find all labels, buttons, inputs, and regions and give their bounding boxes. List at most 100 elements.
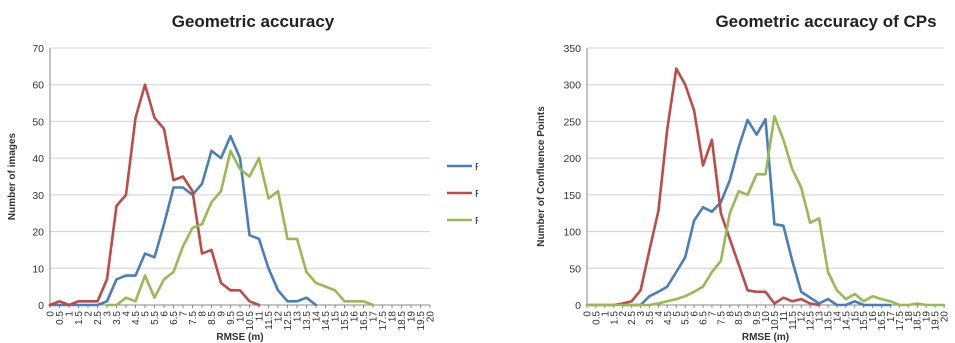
x-tick-label: 10.5 <box>245 311 256 331</box>
y-gridlines <box>50 47 430 306</box>
x-tick-label: 19.5 <box>931 311 942 331</box>
x-tick-label: 6.5 <box>169 311 180 325</box>
y-tick-label: 350 <box>563 43 581 55</box>
y-tick-label: 10 <box>32 263 44 275</box>
x-tick-label: 6 <box>160 311 171 317</box>
y-tick-label: 200 <box>563 153 581 165</box>
x-tick-label: 20 <box>940 311 951 323</box>
y-tick-label: 40 <box>32 153 44 165</box>
x-tick-label: 9 <box>217 311 228 317</box>
x-tick-label: 13 <box>815 311 826 323</box>
x-axis-title: RMSE (m) <box>216 332 263 343</box>
x-tick-label: 3.5 <box>112 311 123 325</box>
x-tick-label: 5.5 <box>681 311 692 325</box>
x-tick-label: 1 <box>600 311 611 317</box>
x-tick-label: 11.5 <box>264 311 275 330</box>
legend-label: RMSEy <box>475 188 478 200</box>
x-tick-label: 3.5 <box>645 311 656 325</box>
x-tick-label: 16.5 <box>359 311 370 331</box>
y-axis-title: Number of images <box>7 132 18 220</box>
y-tick-label: 300 <box>563 80 581 92</box>
x-tick-label: 6.5 <box>699 311 710 325</box>
x-tick-label: 14 <box>312 311 323 323</box>
x-axis-title: RMSE (m) <box>742 332 789 343</box>
x-tick-label: 0.5 <box>591 311 602 325</box>
y-tick-label: 250 <box>563 116 581 128</box>
y-tick-label: 100 <box>563 227 581 239</box>
x-tick-label: 10.5 <box>770 311 781 331</box>
y-tick-label: 60 <box>32 80 44 92</box>
x-tick-label: 8.5 <box>734 311 745 325</box>
y-tick-label: 0 <box>38 300 44 312</box>
x-tick-label: 1.5 <box>74 311 85 325</box>
x-tick-label: 11 <box>255 311 266 322</box>
x-tick-label: 19 <box>407 311 418 323</box>
x-tick-label: 15.5 <box>859 311 870 331</box>
x-tick-label: 11.5 <box>788 311 799 330</box>
x-tick-label: 16 <box>868 311 879 323</box>
x-tick-label: 2 <box>84 311 95 317</box>
x-tick-label: 7 <box>707 311 718 317</box>
y-tick-label: 20 <box>32 227 44 239</box>
x-tick-label: 20 <box>426 311 437 323</box>
chart-title: Geometric accuracy <box>172 12 335 31</box>
y-tick-label: 50 <box>32 116 44 128</box>
x-tick-label: 18 <box>388 311 399 323</box>
x-tick-label: 13.5 <box>823 311 834 331</box>
x-tick-label: 14.5 <box>321 311 332 331</box>
x-tick-label: 8 <box>725 311 736 317</box>
x-tick-label: 4.5 <box>663 311 674 325</box>
x-tick-label: 11 <box>779 311 790 322</box>
y-tick-label: 30 <box>32 190 44 202</box>
y-tick-label: 70 <box>32 43 44 55</box>
x-tick-label: 17.5 <box>895 311 906 331</box>
series-line-rmsex <box>621 117 892 307</box>
x-tick-label: 12 <box>274 311 285 323</box>
x-tick-label: 18.5 <box>913 311 924 331</box>
x-tick-label: 12.5 <box>806 311 817 331</box>
legend-label: RMSEx <box>475 161 478 173</box>
x-tick-label: 5 <box>672 311 683 317</box>
x-tick-label: 4.5 <box>131 311 142 325</box>
x-tick-label: 15.5 <box>340 311 351 331</box>
x-tick-label: 17.5 <box>378 311 389 331</box>
x-tick-label: 15 <box>331 311 342 323</box>
x-tick-label: 19 <box>922 311 933 323</box>
x-tick-label: 3 <box>103 311 114 317</box>
x-tick-label: 0 <box>583 311 594 317</box>
x-tick-label: 13 <box>293 311 304 323</box>
x-tick-label: 13.5 <box>302 311 313 331</box>
x-tick-label: 12.5 <box>283 311 294 331</box>
y-gridlines <box>587 47 944 306</box>
x-tick-label: 14.5 <box>841 311 852 331</box>
x-tick-label: 0 <box>46 311 57 317</box>
x-tick-label: 7.5 <box>716 311 727 325</box>
x-tick-label: 1 <box>65 311 76 317</box>
x-tick-label: 1.5 <box>609 311 620 325</box>
y-axis-title: Number of Confluence Points <box>536 106 547 247</box>
x-tick-label: 14 <box>832 311 843 323</box>
x-tick-label: 18 <box>904 311 915 323</box>
x-tick-label: 9.5 <box>226 311 237 325</box>
y-tick-label: 50 <box>569 263 581 275</box>
x-tick-label: 9.5 <box>752 311 763 325</box>
series-line-rmsey <box>585 67 821 307</box>
legend-label: RMSEr <box>475 215 478 227</box>
x-tick-label: 8.5 <box>207 311 218 325</box>
x-tick-label: 4 <box>654 311 665 317</box>
x-tick-label: 3 <box>636 311 647 317</box>
x-tick-label: 5.5 <box>150 311 161 325</box>
chart-title: Geometric accuracy of CPs <box>715 12 936 31</box>
x-tick-label: 16.5 <box>877 311 888 331</box>
x-tick-label: 19.5 <box>416 311 427 331</box>
x-tick-label: 17 <box>369 311 380 323</box>
x-tick-label: 12 <box>797 311 808 323</box>
x-tick-label: 17 <box>886 311 897 323</box>
x-tick-label: 2 <box>618 311 629 317</box>
x-tick-label: 10 <box>761 311 772 323</box>
x-tick-label: 18.5 <box>397 311 408 331</box>
series-line-rmser <box>585 115 946 307</box>
series-line-rmsex <box>48 134 318 307</box>
y-tick-label: 150 <box>563 190 581 202</box>
chart-geometric-accuracy: Geometric accuracy01020304050607000.511.… <box>7 12 478 343</box>
